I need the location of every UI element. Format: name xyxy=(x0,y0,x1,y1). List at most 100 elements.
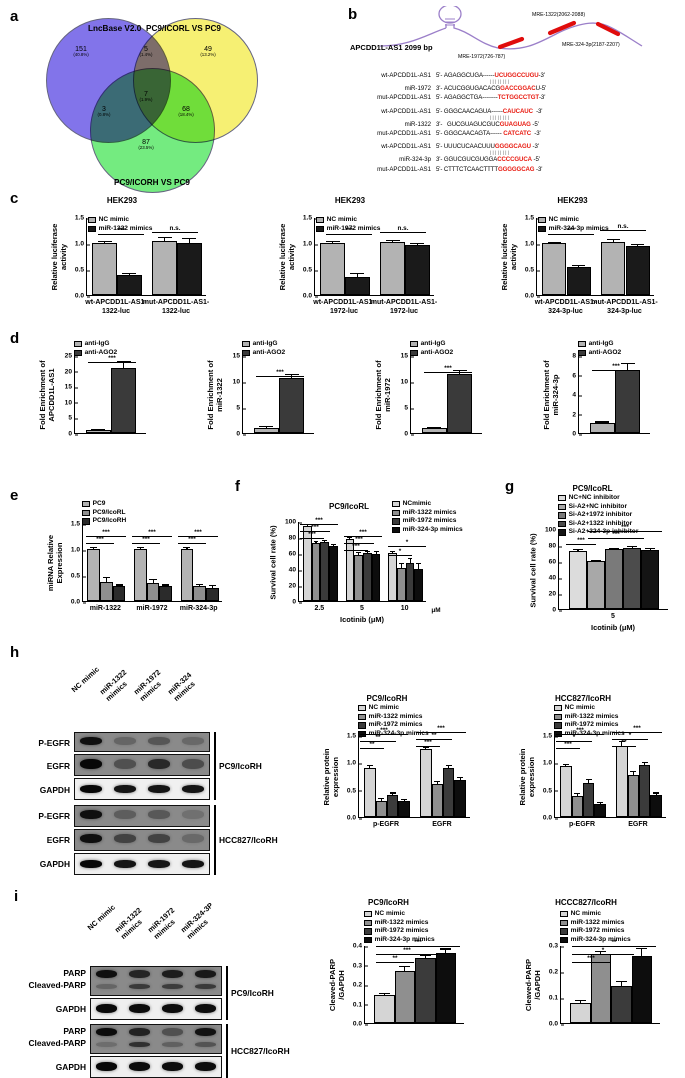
legend-item: Si-A2+NC inhibitor xyxy=(558,503,638,512)
error-cap xyxy=(183,547,190,548)
chart-title: PC9/IcoRL xyxy=(500,484,685,493)
legend-item: miR-1322 mimics xyxy=(364,919,435,928)
venn-set-label-2: PC9/ICORH VS PC9 xyxy=(114,178,190,187)
error-bar xyxy=(392,794,393,796)
significance-line xyxy=(556,741,592,742)
error-bar xyxy=(165,586,166,587)
error-bar xyxy=(106,578,107,582)
significance-label: *** xyxy=(86,536,114,543)
legend-item: anti-IgG xyxy=(578,340,621,349)
significance-line xyxy=(86,543,114,544)
legend-label: NC mimic xyxy=(571,910,601,919)
blot-band xyxy=(80,785,101,793)
significance-line xyxy=(376,954,438,955)
significance-line xyxy=(388,555,412,556)
x-unit-label: μM xyxy=(427,606,445,615)
significance-line xyxy=(572,954,634,955)
error-bar xyxy=(119,586,120,587)
legend-label: anti-AGO2 xyxy=(589,349,622,358)
legend-item: NC mimic xyxy=(364,910,435,919)
legend-swatch xyxy=(364,937,372,943)
legend-label: anti-IgG xyxy=(85,340,110,349)
blot-group-bracket xyxy=(226,966,228,1020)
legend-label: miR-1322 mimics xyxy=(571,919,625,928)
blot-band xyxy=(96,1004,116,1013)
bar xyxy=(560,766,571,817)
blot-row-label: P-EGFR xyxy=(10,811,70,821)
legend-swatch xyxy=(364,911,372,917)
bar xyxy=(454,780,465,817)
blot-row-label: Cleaved-PARP xyxy=(10,980,86,990)
chart-title: HEK293 xyxy=(236,196,464,205)
legend-label: miR-1322 mimics xyxy=(403,509,457,518)
bar xyxy=(570,1003,591,1023)
error-bar xyxy=(425,956,426,959)
bar xyxy=(372,554,381,601)
y-tick: 0.2 xyxy=(549,969,561,976)
bar xyxy=(388,553,397,601)
error-bar xyxy=(324,541,325,542)
error-cap xyxy=(122,273,136,274)
legend-swatch xyxy=(578,341,586,347)
bar xyxy=(100,582,113,601)
bar xyxy=(628,775,639,817)
significance-label: *** xyxy=(424,365,472,372)
y-tick: 100 xyxy=(545,527,559,534)
venn-count-percent: (13.2%) xyxy=(190,53,226,58)
error-cap xyxy=(627,546,637,547)
bar xyxy=(443,768,454,817)
bar xyxy=(177,243,202,295)
bar xyxy=(583,783,594,817)
error-cap xyxy=(645,548,655,549)
error-bar xyxy=(384,994,385,996)
blot-row-label: GAPDH xyxy=(10,785,70,795)
legend-swatch xyxy=(558,495,566,501)
legend-label: NC mimic xyxy=(549,216,579,225)
sequence-body: 5'- CTTTCTCAACTTTTGGGGGCAG -3' xyxy=(436,165,542,174)
error-bar xyxy=(333,545,334,546)
legend-swatch xyxy=(358,714,366,720)
legend-swatch xyxy=(560,937,568,943)
significance-label: n.s. xyxy=(600,223,646,230)
bar xyxy=(436,953,457,1023)
error-cap xyxy=(379,993,390,994)
significance-line xyxy=(416,732,466,733)
legend-swatch xyxy=(558,512,566,518)
significance-label: *** xyxy=(344,536,374,543)
sequence-name: miR-324-3p xyxy=(350,155,436,164)
venn-count-icorh-only: 87(23.5%) xyxy=(128,139,164,151)
legend-swatch xyxy=(88,217,96,223)
legend-swatch xyxy=(74,341,82,347)
bar xyxy=(254,428,279,433)
transcript-schematic: APCDD1L-AS1 2099 bpMRE-1322(2062-2088)MR… xyxy=(350,6,680,64)
bar xyxy=(279,378,304,433)
blot-band xyxy=(114,834,135,843)
error-bar xyxy=(358,553,359,554)
error-bar xyxy=(199,585,200,586)
bar xyxy=(639,765,650,817)
bar xyxy=(432,784,443,817)
error-cap xyxy=(91,429,105,430)
bar xyxy=(134,549,147,601)
bar xyxy=(587,561,605,609)
legend-swatch xyxy=(560,911,568,917)
legend-item: NC mimic xyxy=(358,704,429,713)
legend-item: NC mimic xyxy=(538,216,609,225)
significance-label: *** xyxy=(132,529,172,536)
y-tick: 1.0 xyxy=(543,760,555,767)
error-cap xyxy=(378,798,384,799)
legend-swatch xyxy=(538,217,546,223)
error-bar xyxy=(644,763,645,765)
panel-letter-a: a xyxy=(10,8,18,25)
error-cap xyxy=(616,981,627,982)
